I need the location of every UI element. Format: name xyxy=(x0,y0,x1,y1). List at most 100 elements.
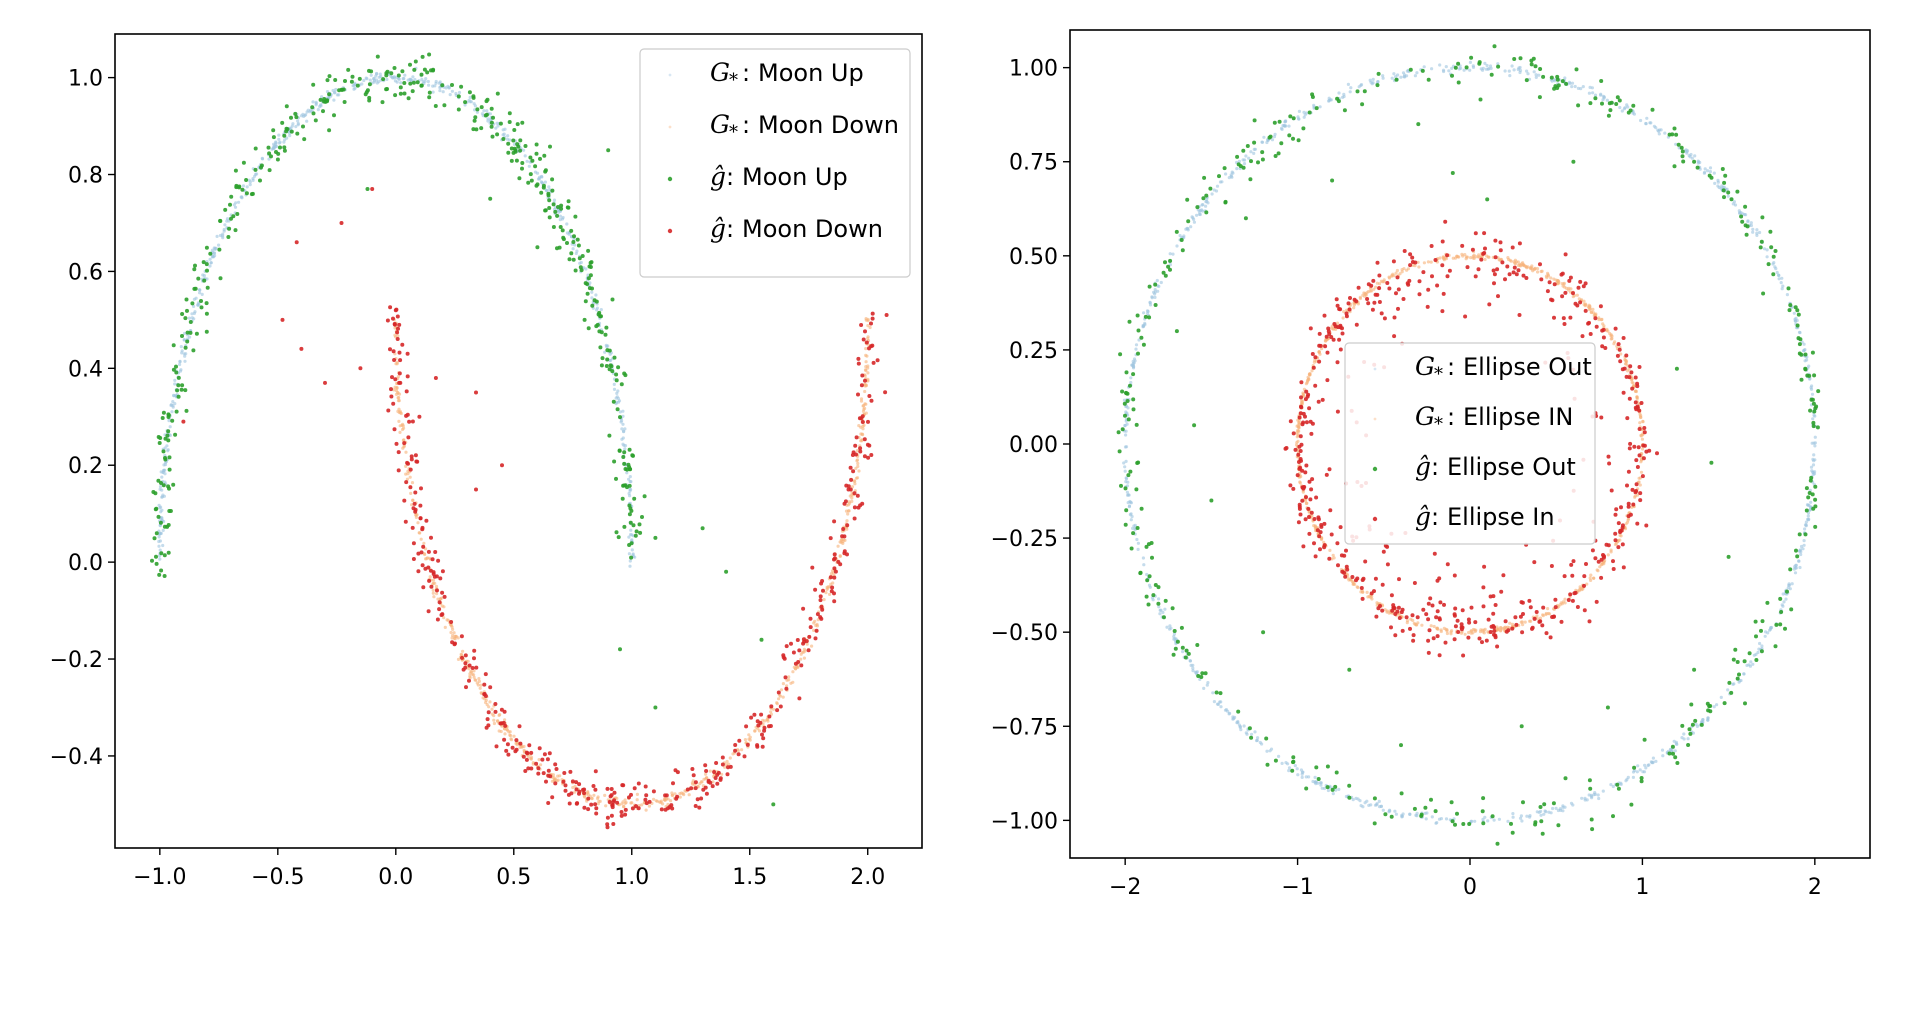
data-point xyxy=(1495,644,1500,649)
data-point xyxy=(282,140,286,144)
data-point xyxy=(529,757,534,761)
data-point xyxy=(167,419,171,423)
x-tick-label: 1.0 xyxy=(614,865,649,890)
data-point xyxy=(405,374,410,379)
data-point xyxy=(1636,445,1641,450)
data-point xyxy=(1546,611,1550,616)
data-point xyxy=(1361,576,1366,581)
legend-colon: : xyxy=(1431,453,1439,481)
data-point xyxy=(313,118,318,123)
data-point xyxy=(1615,95,1620,100)
data-point xyxy=(509,734,513,738)
data-point xyxy=(647,804,652,808)
data-point xyxy=(745,742,750,747)
data-point xyxy=(820,607,825,612)
legend-entry: G *: Ellipse Out xyxy=(1373,352,1592,385)
data-point xyxy=(1813,484,1818,489)
data-point xyxy=(1455,618,1460,623)
data-point xyxy=(703,785,708,790)
data-point xyxy=(439,613,444,617)
data-point xyxy=(192,297,196,301)
data-point xyxy=(1326,329,1331,334)
data-point xyxy=(864,402,868,406)
data-point xyxy=(821,588,825,593)
data-point xyxy=(1281,124,1285,128)
data-point xyxy=(1777,277,1781,281)
data-point xyxy=(1529,266,1533,270)
data-point xyxy=(1695,724,1699,729)
data-point xyxy=(1591,311,1596,315)
data-point xyxy=(1786,286,1791,291)
data-point xyxy=(1128,469,1133,474)
data-point xyxy=(1793,305,1798,310)
data-point xyxy=(1293,764,1297,768)
data-point xyxy=(769,704,774,709)
data-point xyxy=(240,195,244,199)
data-point xyxy=(619,420,623,424)
data-point xyxy=(331,88,335,93)
data-point xyxy=(1280,761,1284,766)
data-point xyxy=(492,718,496,722)
data-point xyxy=(411,506,416,511)
data-point xyxy=(456,94,461,99)
data-point xyxy=(828,575,833,580)
data-point xyxy=(413,509,418,514)
data-point xyxy=(151,490,156,494)
data-point xyxy=(1810,350,1815,355)
data-point xyxy=(761,736,766,741)
data-point xyxy=(1127,504,1132,508)
data-point xyxy=(390,375,394,380)
data-point xyxy=(1644,766,1648,770)
data-point xyxy=(1394,77,1399,82)
data-point xyxy=(1308,372,1312,376)
data-point xyxy=(1493,635,1498,640)
data-point xyxy=(1148,585,1152,589)
data-point xyxy=(1171,252,1175,256)
data-point xyxy=(159,551,164,556)
data-point xyxy=(1247,726,1252,731)
data-point xyxy=(1737,672,1741,677)
data-point xyxy=(515,142,520,147)
data-point xyxy=(1492,625,1497,630)
y-tick-label: 1.00 xyxy=(1009,57,1058,82)
data-point xyxy=(1513,258,1517,262)
data-point xyxy=(567,257,572,262)
data-point xyxy=(1780,276,1784,280)
data-point xyxy=(488,700,492,704)
data-point xyxy=(183,388,188,393)
data-point xyxy=(1570,573,1575,578)
data-point xyxy=(795,638,800,642)
legend-symbol: ĝ xyxy=(1415,452,1431,481)
data-point xyxy=(171,482,176,487)
data-point xyxy=(468,95,472,99)
data-point xyxy=(174,393,178,398)
data-point xyxy=(1168,252,1172,256)
data-point xyxy=(1391,272,1395,276)
data-point xyxy=(832,552,837,557)
data-point xyxy=(586,796,591,801)
data-point xyxy=(1304,389,1309,394)
data-point xyxy=(535,171,540,175)
data-point xyxy=(605,357,610,362)
x-tick-label: 1.5 xyxy=(732,865,767,890)
data-point xyxy=(578,265,583,270)
data-point xyxy=(1524,276,1529,280)
data-point xyxy=(157,572,162,577)
data-point xyxy=(171,343,176,348)
data-point xyxy=(1644,523,1649,528)
data-point xyxy=(622,461,627,466)
data-point xyxy=(1136,541,1140,545)
data-point xyxy=(1298,411,1303,416)
data-point xyxy=(622,371,627,376)
data-point xyxy=(813,636,818,641)
data-point xyxy=(185,339,190,344)
data-point xyxy=(1602,554,1606,559)
data-point xyxy=(1797,532,1802,537)
data-point xyxy=(1379,311,1384,316)
data-point xyxy=(1553,597,1558,602)
data-point xyxy=(1713,181,1717,185)
data-point xyxy=(1296,418,1300,422)
data-point xyxy=(1365,297,1370,301)
data-point xyxy=(801,641,806,646)
data-point xyxy=(573,214,578,219)
